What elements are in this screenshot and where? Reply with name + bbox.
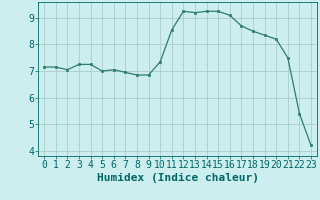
- X-axis label: Humidex (Indice chaleur): Humidex (Indice chaleur): [97, 173, 259, 183]
